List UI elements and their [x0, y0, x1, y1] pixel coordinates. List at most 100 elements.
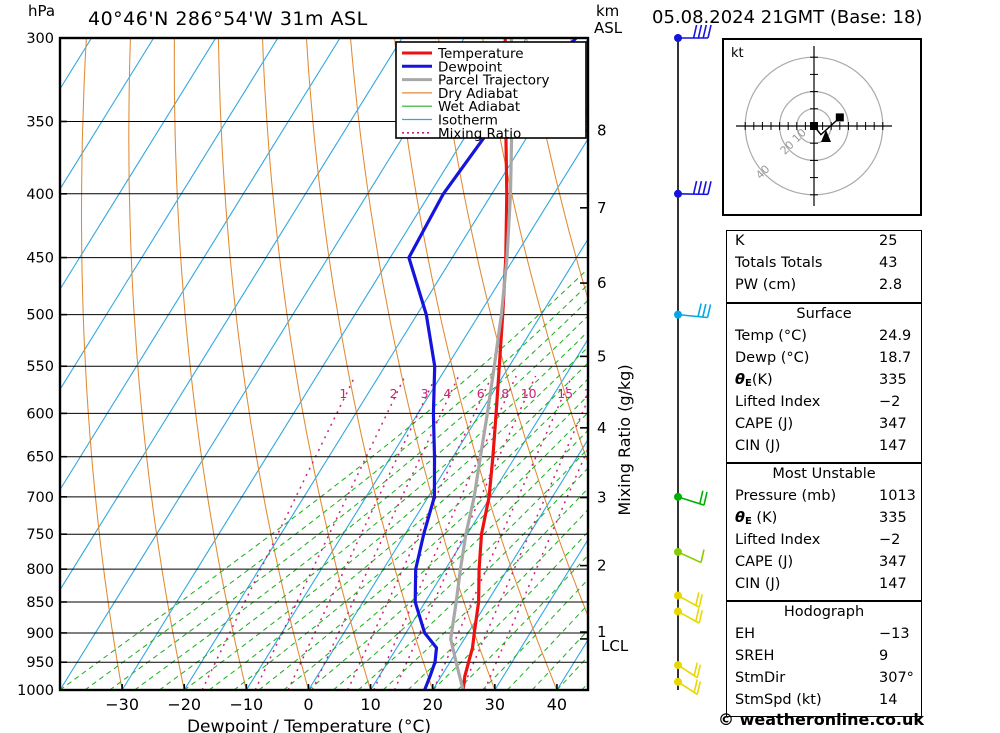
plot-frame	[58, 36, 590, 692]
index-row: StmDir 307°	[727, 668, 921, 690]
most-unstable-table: Most Unstable Pressure (mb) 1013 θE (K) 335…	[726, 463, 922, 601]
index-row: CIN (J) 147	[727, 574, 921, 596]
index-row: K 25	[727, 231, 921, 253]
index-value: 147	[879, 438, 907, 454]
mixing-ratio-label: 8	[501, 386, 509, 401]
pressure-tick-label: 700	[26, 490, 54, 506]
x-axis-label: Dewpoint / Temperature (°C)	[187, 717, 431, 733]
wind-barb	[674, 607, 703, 624]
legend-label: Mixing Ratio	[438, 126, 521, 142]
hodograph-endpoint-marker	[835, 113, 844, 122]
isotherm-line	[370, 338, 588, 690]
index-value: 14	[879, 692, 898, 708]
index-row: Dewp (°C) 18.7	[727, 348, 921, 370]
index-row: θE(K) 335	[727, 370, 921, 392]
height-tick-label: 8	[597, 122, 607, 140]
temperature-tick-label: 20	[423, 695, 443, 714]
temperature-tick-label: 30	[485, 695, 505, 714]
pressure-unit-label: hPa	[28, 2, 56, 20]
index-row: StmSpd (kt) 14	[727, 690, 921, 712]
index-label: Totals Totals	[735, 255, 823, 271]
wet-adiabat-line	[332, 447, 588, 690]
pressure-tick-label: 400	[26, 187, 54, 203]
index-label: Lifted Index	[735, 394, 821, 410]
wind-barb	[674, 490, 708, 506]
isotherm-line	[60, 38, 217, 291]
sounding-datetime: 05.08.2024 21GMT (Base: 18)	[652, 7, 923, 28]
index-row: CIN (J) 147	[727, 436, 921, 458]
wet-adiabat-line	[208, 362, 588, 690]
pressure-tick-label: 600	[26, 406, 54, 422]
legend-label: Wet Adiabat	[438, 99, 520, 115]
temperature-tick-label: −30	[105, 695, 139, 714]
legend-label: Temperature	[437, 46, 524, 62]
index-row: Pressure (mb) 1013	[727, 486, 921, 508]
isotherm-line	[245, 137, 588, 690]
storm-motion-marker	[821, 130, 831, 142]
index-label: Lifted Index	[735, 532, 821, 548]
series-dewpoint	[407, 38, 578, 690]
index-row: Totals Totals 43	[727, 253, 921, 275]
most-unstable-table-title: Most Unstable	[772, 466, 876, 482]
index-value: 9	[879, 648, 889, 664]
isotherm-line	[60, 38, 465, 690]
index-value: 147	[879, 576, 907, 592]
dry-adiabat-line	[967, 38, 1000, 690]
surface-table-title: Surface	[796, 306, 852, 322]
wind-barb	[674, 677, 702, 696]
mixing-ratio-line	[393, 375, 537, 690]
dry-adiabat-line	[526, 38, 588, 301]
height-unit-label-2: ASL	[594, 19, 623, 37]
index-label: Dewp (°C)	[735, 350, 810, 366]
height-tick-label: 3	[597, 489, 607, 507]
station-title: 40°46'N 286°54'W 31m ASL	[88, 8, 368, 30]
hodograph-origin-marker	[810, 122, 818, 130]
legend-label: Dry Adiabat	[438, 86, 518, 102]
index-row: Lifted Index −2	[727, 392, 921, 414]
legend-box	[395, 41, 587, 139]
wind-barb	[674, 24, 712, 42]
dry-adiabat-line	[923, 38, 1000, 690]
index-row: Temp (°C) 24.9	[727, 326, 921, 348]
temperature-tick-label: 40	[547, 695, 567, 714]
pressure-tick-label: 550	[26, 359, 54, 375]
pressure-tick-label: 650	[26, 450, 54, 466]
mixing-ratio-line	[287, 375, 437, 690]
index-value: 24.9	[879, 328, 912, 344]
hodograph-stats-table: Hodograph EH −13 SREH 9 StmDir 307° StmSpd (kt…	[726, 601, 922, 717]
copyright-label: © weatheronline.co.uk	[718, 710, 925, 729]
wind-barb	[674, 180, 712, 198]
surface-indices-table: Surface Temp (°C) 24.9 Dewp (°C) 18.7 θE(K) 3…	[726, 303, 922, 463]
index-label: Pressure (mb)	[735, 488, 837, 504]
index-row: CAPE (J) 347	[727, 552, 921, 574]
legend-label: Isotherm	[438, 113, 498, 129]
wet-adiabat-line	[506, 603, 588, 690]
temperature-tick-label: 10	[360, 695, 380, 714]
dry-adiabat-line	[128, 38, 185, 690]
height-tick-label: 5	[597, 347, 607, 365]
isotherm-line	[432, 438, 588, 690]
index-value: 2.8	[879, 277, 903, 293]
index-label: CAPE (J)	[735, 416, 794, 432]
isotherm-line	[0, 38, 29, 690]
pressure-tick-label: 900	[26, 626, 54, 642]
pressure-tick-label: 850	[26, 595, 54, 611]
index-value: 25	[879, 233, 898, 249]
index-value: −2	[879, 394, 901, 410]
index-value: 18.7	[879, 350, 912, 366]
wet-adiabat-line	[357, 467, 588, 690]
general-indices-table: K 25 Totals Totals 43 PW (cm) 2.8	[726, 230, 922, 303]
height-tick-label: 2	[597, 557, 607, 575]
index-row: PW (cm) 2.8	[727, 275, 921, 297]
isotherm-line	[308, 238, 588, 690]
isotherm-line	[121, 38, 527, 690]
pressure-tick-label: 750	[26, 527, 54, 543]
mixing-ratio-line	[347, 375, 493, 690]
pressure-tick-label: 350	[26, 114, 54, 130]
index-value: 347	[879, 416, 907, 432]
height-tick-label: 1	[597, 623, 607, 641]
index-label: StmDir	[735, 670, 786, 686]
index-label: SREH	[735, 648, 775, 664]
temperature-tick-label: 0	[303, 695, 313, 714]
